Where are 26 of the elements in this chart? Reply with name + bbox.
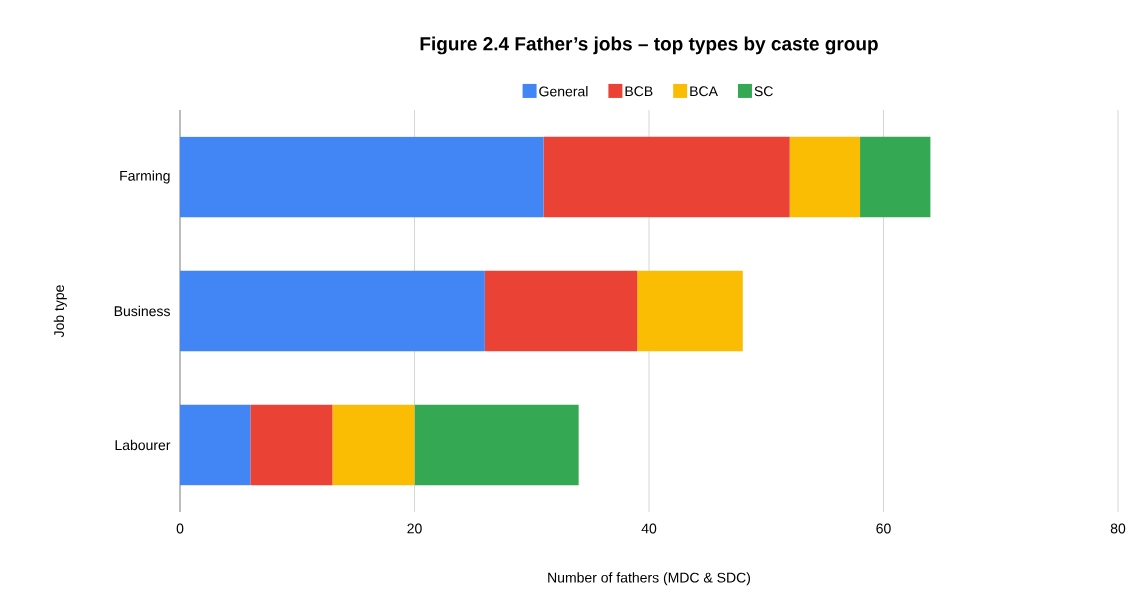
x-tick-label: 20 bbox=[407, 523, 422, 534]
bar bbox=[543, 136, 790, 218]
x-tick-label: 60 bbox=[876, 523, 891, 534]
legend-label: BCA bbox=[690, 86, 718, 97]
y-tick-label: Business bbox=[114, 305, 170, 317]
y-tick-label: Farming bbox=[120, 170, 170, 184]
bar bbox=[332, 404, 415, 486]
bar bbox=[484, 270, 638, 352]
y-tick-label: Labourer bbox=[115, 439, 171, 451]
chart-title: Figure 2.4 Father’s jobs – top types by caste group bbox=[420, 36, 878, 55]
bar bbox=[860, 136, 931, 218]
x-axis-title: Number of fathers (MDC & SDC) bbox=[548, 572, 751, 586]
bar bbox=[414, 404, 579, 486]
bar bbox=[180, 136, 544, 218]
legend-label: General bbox=[539, 86, 588, 97]
y-axis-title: Job type bbox=[53, 285, 67, 338]
bar bbox=[789, 136, 861, 218]
legend-label: BCB bbox=[625, 86, 653, 97]
bar bbox=[180, 270, 485, 352]
x-tick-label: 0 bbox=[176, 523, 184, 534]
x-tick-label: 40 bbox=[641, 523, 657, 534]
bar bbox=[180, 404, 251, 486]
x-tick-label: 80 bbox=[1110, 523, 1126, 534]
legend-label: SC bbox=[754, 86, 773, 97]
bar bbox=[637, 270, 743, 352]
bar bbox=[250, 404, 333, 486]
